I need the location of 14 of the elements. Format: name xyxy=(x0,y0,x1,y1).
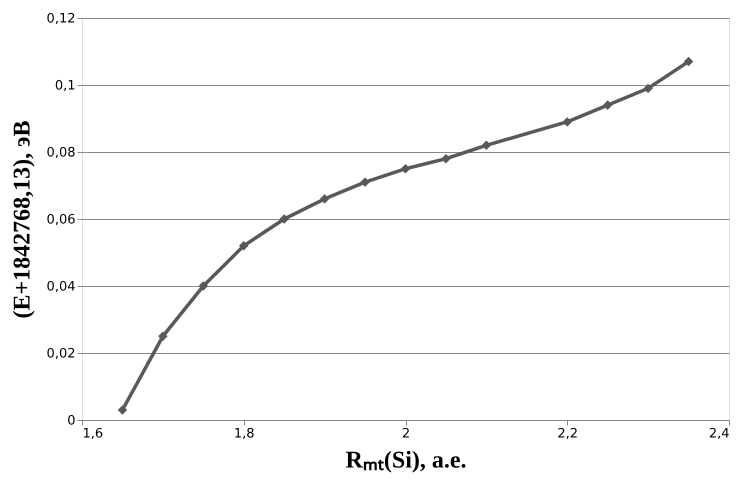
y-tick-label: 0,06 xyxy=(46,212,76,228)
x-tick-label: 2,4 xyxy=(708,426,730,442)
y-tick-label: 0 xyxy=(67,414,76,428)
y-tick-label: 0,1 xyxy=(54,78,76,94)
y-tick-label: 0,08 xyxy=(46,146,76,160)
x-tick-label: 1,8 xyxy=(234,426,255,442)
x-tick-label: 2 xyxy=(402,426,410,442)
x-tick-label: 2,2 xyxy=(557,426,578,442)
x-axis-title: Rₘₜ(Si), a.e. xyxy=(346,448,466,474)
y-axis-title: (E+1842768,13), эВ xyxy=(10,120,36,319)
x-tick-label: 1,6 xyxy=(82,426,104,442)
y-tick-label: 0,04 xyxy=(46,280,76,294)
y-tick-label: 0,12 xyxy=(46,12,76,26)
y-tick-label: 0,02 xyxy=(46,346,76,362)
